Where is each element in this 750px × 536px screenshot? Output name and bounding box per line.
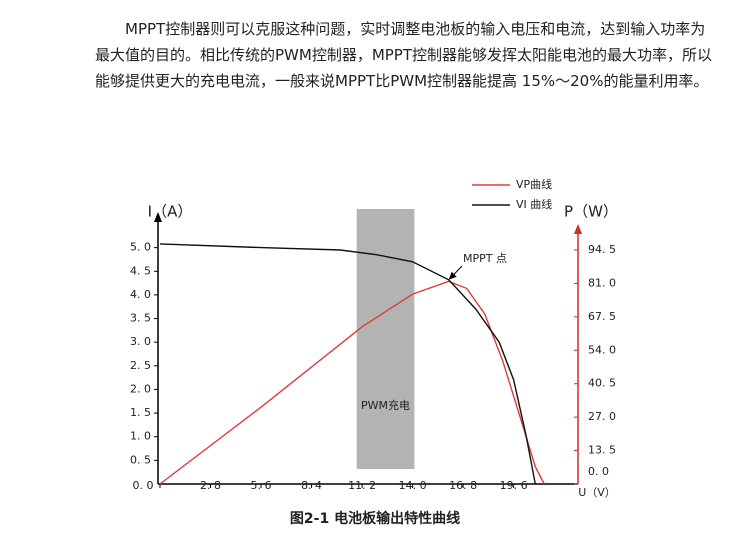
y2-tick-label: 67. 5 [588,310,616,323]
y2-tick-label: 94. 5 [588,243,616,256]
y-tick-label: 1. 5 [130,406,151,419]
x-label: U（V） [578,486,616,499]
paragraph: MPPT控制器则可以克服这种问题，实时调整电池板的输入电压和电流，达到输入功率为… [95,20,713,90]
y-arrow [154,212,162,222]
x-tick-label: 14. 0 [399,479,427,492]
y2-tick-label: 81. 0 [588,276,616,289]
x-tick-label: 19. 6 [500,479,528,492]
x-tick-label: 11. 2 [348,479,376,492]
y2-tick-label: 13. 5 [588,444,616,457]
y-tick-label: 2. 0 [130,382,151,395]
y2-tick-label: 40. 5 [588,377,616,390]
x-tick-label: 5. 6 [251,479,272,492]
y-tick-label: 4. 0 [130,288,151,301]
legend-label: VP曲线 [516,177,552,191]
x-tick-label: 0. 0 [133,479,154,492]
y2-tick-label: 54. 0 [588,343,616,356]
y-label: I（A） [148,203,193,221]
band-label: PWM充电 [361,398,410,412]
series-line [159,280,545,485]
y-tick-label: 3. 5 [130,312,151,325]
x-tick-label: 8. 4 [301,479,322,492]
series-line [159,243,536,485]
annotation-label: MPPT 点 [463,252,507,265]
x-tick-label: 16. 8 [449,479,477,492]
y-tick-label: 4. 5 [130,264,151,277]
y-tick-label: 0. 5 [130,453,151,466]
pwm-band [356,209,415,469]
y-tick-label: 2. 5 [130,359,151,372]
annotation-head [448,271,457,280]
y-tick-label: 3. 0 [130,335,151,348]
y2-tick-label: 0. 0 [588,465,609,478]
y2-arrow [574,224,582,234]
y-tick-label: 5. 0 [130,241,151,254]
y2-label: P（W） [564,203,618,221]
y-tick-label: 1. 0 [130,430,151,443]
y2-tick-label: 27. 0 [588,410,616,423]
x-tick-label: 2. 8 [200,479,221,492]
legend-label: VI 曲线 [516,197,552,211]
caption: 图2-1 电池板输出特性曲线 [290,510,460,527]
